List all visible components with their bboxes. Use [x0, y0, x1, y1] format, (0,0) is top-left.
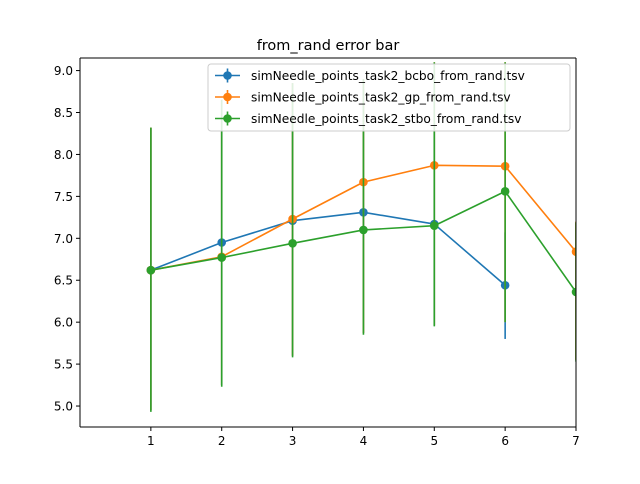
x-tick-label: 5: [430, 434, 438, 448]
legend-label: simNeedle_points_task2_bcbo_from_rand.ts…: [251, 69, 525, 83]
x-tick-label: 1: [147, 434, 155, 448]
y-tick-label: 7.5: [54, 190, 73, 204]
y-tick-label: 6.5: [54, 274, 73, 288]
data-point: [146, 265, 156, 275]
y-tick-label: 6.0: [54, 316, 73, 330]
data-point: [500, 187, 510, 196]
legend-entry: simNeedle_points_task2_bcbo_from_rand.ts…: [215, 68, 525, 83]
legend-label: simNeedle_points_task2_stbo_from_rand.ts…: [251, 112, 522, 126]
data-point: [217, 253, 227, 262]
data-point: [359, 225, 368, 235]
legend-marker: [223, 114, 232, 123]
chart-title: from_rand error bar: [257, 38, 400, 54]
legend-marker: [223, 71, 232, 80]
y-tick-label: 8.5: [54, 106, 73, 120]
x-tick-label: 2: [218, 434, 226, 448]
x-tick-label: 6: [501, 434, 509, 448]
y-tick-label: 5.5: [54, 358, 73, 372]
legend-marker: [223, 92, 232, 102]
legend: simNeedle_points_task2_bcbo_from_rand.ts…: [207, 63, 571, 132]
y-tick-label: 5.0: [54, 400, 73, 414]
x-tick-label: 3: [289, 434, 297, 448]
legend-entry: simNeedle_points_task2_gp_from_rand.tsv: [215, 90, 511, 105]
data-point: [571, 287, 576, 297]
data-point: [288, 239, 297, 248]
data-point: [571, 247, 576, 257]
y-tick-label: 8.0: [54, 148, 73, 162]
legend-entry: simNeedle_points_task2_stbo_from_rand.ts…: [215, 111, 522, 126]
x-tick-label: 4: [360, 434, 368, 448]
legend-label: simNeedle_points_task2_gp_from_rand.tsv: [251, 91, 511, 105]
y-tick-label: 9.0: [54, 64, 73, 78]
x-tick-label: 7: [572, 434, 580, 448]
legend-box: [207, 63, 571, 132]
axis-layer: 1 2 3 4 5 6 7 5.0 5.5 6.0 6.5 7.0 7.5 8.0 8.5 9.0: [54, 64, 580, 448]
series-line: [150, 211, 506, 286]
data-point: [429, 221, 439, 231]
y-tick-label: 7.0: [54, 232, 73, 246]
